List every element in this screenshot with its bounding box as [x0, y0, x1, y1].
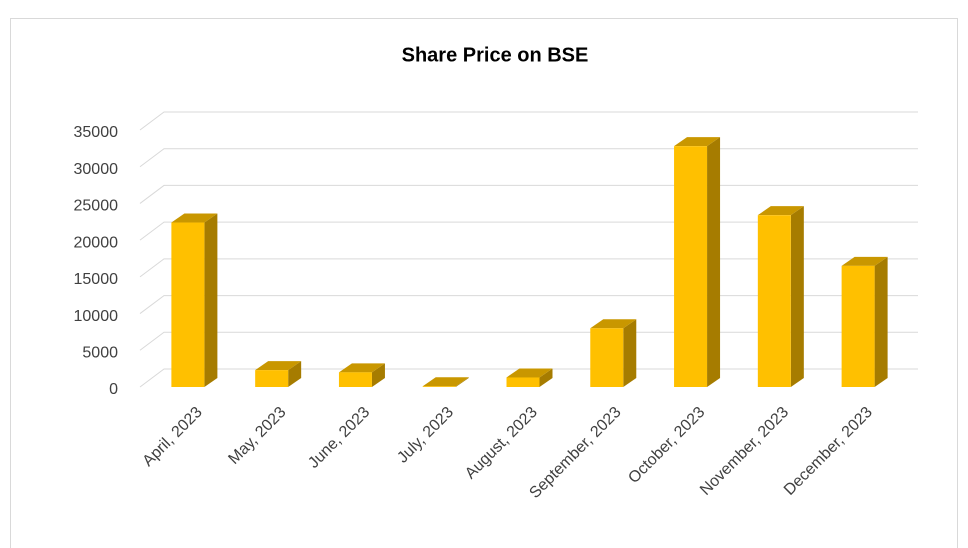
bar-top — [422, 377, 469, 387]
bar-side — [204, 213, 218, 387]
bar-side — [371, 363, 385, 387]
bar-front — [338, 372, 372, 387]
bar-top — [841, 256, 888, 266]
bar-top — [338, 363, 385, 373]
y-tick-label: 20000 — [74, 234, 119, 251]
bar — [255, 361, 302, 387]
bar-top — [674, 137, 721, 147]
y-tick-label: 30000 — [74, 161, 119, 178]
bar — [338, 363, 385, 387]
y-tick-label: 35000 — [74, 124, 119, 141]
bar-front — [171, 222, 205, 387]
grid-line — [139, 111, 918, 131]
y-tick-label: 5000 — [82, 345, 118, 362]
bar-front — [757, 215, 791, 387]
bar-top — [757, 206, 804, 216]
bar-side — [539, 368, 553, 387]
bar-side — [790, 206, 804, 387]
bar-front — [590, 328, 624, 387]
bar — [674, 137, 721, 387]
bar-front — [674, 146, 708, 387]
bar-front — [255, 370, 289, 387]
bar — [506, 368, 553, 387]
bar-top — [255, 361, 302, 371]
bar-top — [171, 213, 218, 223]
bar-top — [506, 368, 553, 378]
y-tick-label: 15000 — [74, 271, 119, 288]
y-tick-label: 0 — [109, 381, 118, 398]
chart-title: Share Price on BSE — [402, 44, 589, 66]
y-tick-label: 25000 — [74, 198, 119, 215]
bar — [590, 319, 637, 387]
bar-side — [288, 361, 302, 387]
grid-line — [139, 331, 918, 351]
grid-line — [139, 148, 918, 168]
bar — [757, 206, 804, 387]
grid-line — [139, 221, 918, 241]
bar-front — [841, 265, 875, 387]
bar-side — [874, 256, 888, 387]
grid-line — [139, 295, 918, 314]
bar — [171, 213, 218, 387]
bar-side — [455, 377, 469, 387]
grid-line — [139, 184, 918, 204]
bar — [422, 377, 469, 387]
bar-front — [422, 386, 456, 387]
bar — [841, 256, 888, 387]
bar-top — [590, 319, 637, 329]
bar-side — [707, 137, 721, 387]
grid-line — [139, 368, 918, 388]
bar-front — [506, 377, 540, 387]
y-tick-label: 10000 — [74, 308, 119, 325]
bar-side — [623, 319, 637, 387]
grid-line — [139, 258, 918, 278]
